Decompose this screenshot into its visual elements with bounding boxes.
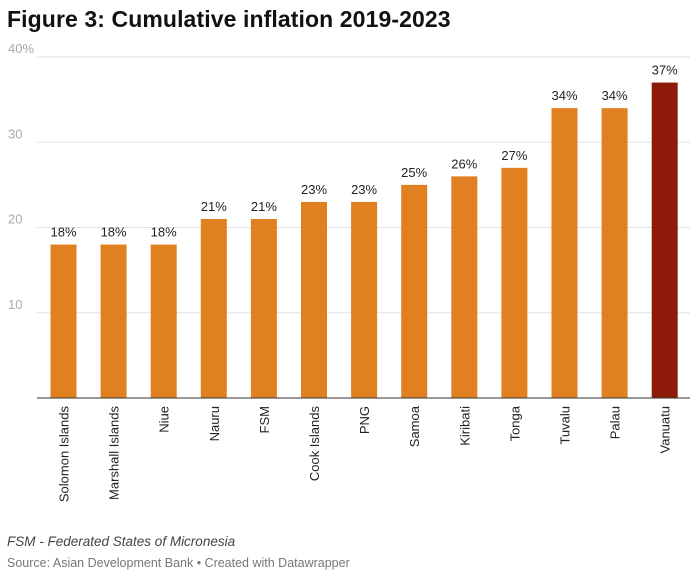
bar-value-label: 21% xyxy=(201,199,227,214)
bar-value-label: 37% xyxy=(652,63,678,78)
bar xyxy=(200,218,227,398)
bar-value-label: 25% xyxy=(401,165,427,180)
value-labels: 18% 18% 18% 21% 21% 23% 23% 25% 26% 27% 34% 34% 37% xyxy=(50,63,678,240)
x-category-label: Cook Islands xyxy=(307,406,322,482)
bar-value-label: 23% xyxy=(301,182,327,197)
bar-value-label: 26% xyxy=(451,156,477,171)
x-category-label: Kiribati xyxy=(457,406,472,446)
bar-value-label: 18% xyxy=(101,225,127,240)
bar xyxy=(451,176,478,398)
bar xyxy=(601,108,628,399)
x-category-label: Palau xyxy=(608,406,623,439)
bar xyxy=(551,108,578,399)
bar xyxy=(651,82,678,398)
bar-value-label: 34% xyxy=(602,88,628,103)
bar xyxy=(301,201,327,398)
bar-value-label: 18% xyxy=(50,225,76,240)
bar-value-label: 27% xyxy=(501,148,527,163)
bar-value-label: 23% xyxy=(351,182,377,197)
bar xyxy=(100,244,127,398)
bar xyxy=(50,244,77,398)
y-tick-label: 30 xyxy=(8,126,22,141)
bar xyxy=(401,184,428,398)
x-category-label: Tuvalu xyxy=(558,406,573,445)
bar-chart: 10 20 30 40% 18% 18% 18% 21% 21% 23% 23% 25% 26% 27%… xyxy=(8,41,690,502)
y-tick-label: 10 xyxy=(8,297,22,312)
source-line: Source: Asian Development Bank • Created… xyxy=(7,556,350,570)
footnote: FSM - Federated States of Micronesia xyxy=(7,534,236,549)
chart-title: Figure 3: Cumulative inflation 2019-2023 xyxy=(7,6,451,32)
x-category-label: Niue xyxy=(157,406,172,433)
y-tick-label: 40% xyxy=(8,41,34,56)
x-category-label: PNG xyxy=(357,406,372,434)
bar-value-label: 21% xyxy=(251,199,277,214)
bar xyxy=(150,244,177,398)
x-category-label: Samoa xyxy=(407,405,422,447)
x-category-label: FSM xyxy=(257,406,272,433)
x-category-label: Nauru xyxy=(207,406,222,441)
bar xyxy=(351,201,378,398)
x-category-label: Vanuatu xyxy=(658,406,673,453)
category-labels: Solomon Islands Marshall Islands Niue Nauru… xyxy=(57,405,673,502)
bar-value-label: 34% xyxy=(551,88,577,103)
x-category-label: Marshall Islands xyxy=(107,406,122,500)
bar xyxy=(501,167,528,398)
bar xyxy=(250,218,277,398)
bar-value-label: 18% xyxy=(151,225,177,240)
y-tick-label: 20 xyxy=(8,212,22,227)
x-category-label: Tonga xyxy=(507,405,522,441)
bars xyxy=(50,82,678,399)
x-category-label: Solomon Islands xyxy=(57,406,72,503)
